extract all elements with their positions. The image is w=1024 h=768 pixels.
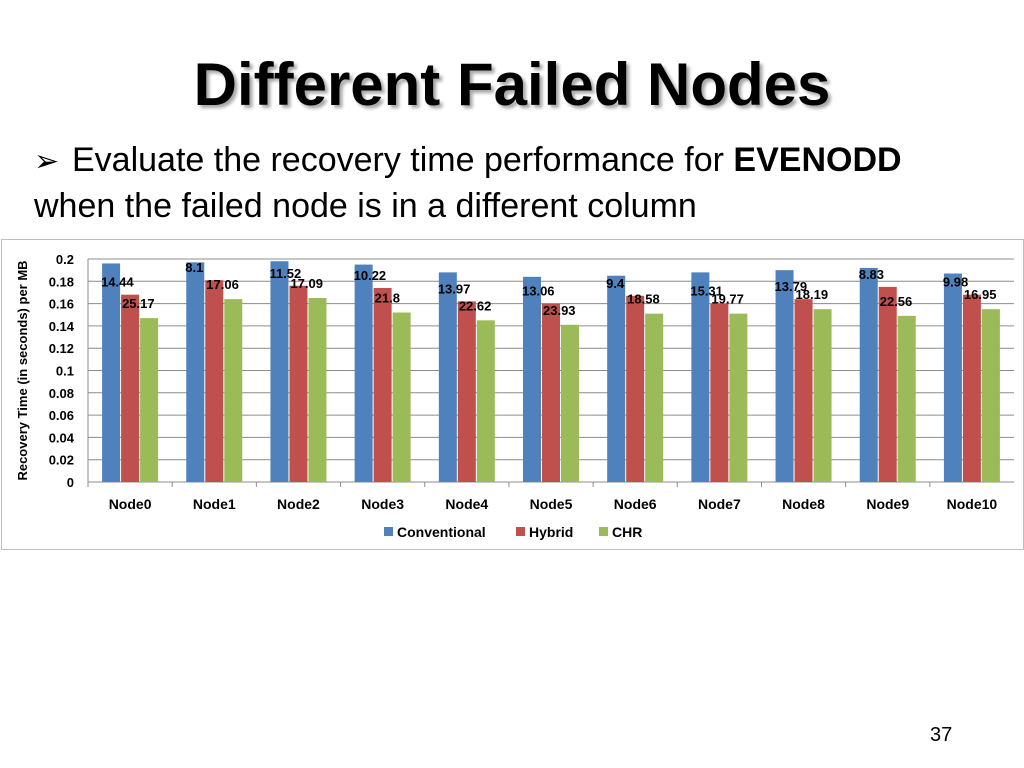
data-label-hybrid: 8.1 [185,260,203,275]
bar-hybrid [542,303,560,482]
bar-hybrid [289,285,308,482]
bar-conventional [943,273,962,482]
data-label-hybrid: 10.22 [354,268,387,283]
data-label-hybrid: 8.83 [859,267,884,282]
bar-chr [897,315,916,482]
y-tick-label: 0.1 [56,364,74,379]
bar-hybrid [626,295,645,482]
bar-hybrid [794,299,813,482]
bullet-text-1: Evaluate the recovery time performance f… [72,141,734,179]
data-label-chr: 22.62 [459,298,492,313]
y-tick-label: 0.18 [49,274,74,289]
bar-chr [981,309,1000,482]
data-label-chr: 18.19 [796,287,829,302]
bar-hybrid [878,286,897,482]
bar-chr [645,313,664,482]
data-label-hybrid: 13.06 [522,284,555,299]
y-tick-label: 0.16 [49,297,74,312]
bar-chart: 0 0.02 0.04 0.06 0.08 0.1 0.12 0.14 0.16 0.18 0.2 R… [15,252,1014,540]
x-tick-label: Node3 [361,496,404,512]
bar-conventional [775,270,794,482]
bar-chr [561,324,579,482]
chart-frame: 0 0.02 0.04 0.06 0.08 0.1 0.12 0.14 0.16 0.18 0.2 R… [1,239,1024,550]
bar-chr [813,309,832,482]
data-label-chr: 18.58 [627,292,660,307]
bullet-text-2: when the failed node is in a different c… [34,187,697,225]
y-tick-label: 0.2 [56,252,74,267]
bar-chr [476,320,495,482]
x-tick-label: Node1 [193,496,236,512]
y-tick-label: 0.12 [49,341,74,356]
x-tick-label: Node7 [698,496,741,512]
legend-label-hybrid: Hybrid [529,524,573,540]
bar-hybrid [121,294,140,482]
bar-conventional [438,272,457,482]
data-label-hybrid: 13.79 [775,279,808,294]
data-label-chr: 21.8 [375,291,400,306]
x-tick-label: Node2 [277,496,320,512]
bar-hybrid [373,287,392,482]
y-tick-label: 0.06 [49,408,74,423]
bar-hybrid [962,294,981,482]
page-number: 37 [930,724,953,746]
y-axis-label: Recovery Time (in seconds) per MB [15,260,30,480]
y-tick-label: 0.02 [49,453,74,468]
legend-swatch-chr [599,527,608,536]
x-tick-label: Node4 [445,496,488,512]
data-label-chr: 17.06 [206,277,239,292]
data-label-chr: 17.09 [290,276,323,291]
data-label-hybrid: 15.31 [690,284,723,299]
bar-conventional [102,263,121,482]
bar-conventional [186,262,205,482]
legend-label-conventional: Conventional [397,524,486,540]
data-label-hybrid: 13.97 [438,281,471,296]
data-label-hybrid: 14.44 [101,275,134,290]
slide-title: Different Failed Nodes [193,51,831,118]
data-label-hybrid: 11.52 [269,266,301,281]
data-label-hybrid: 9.4 [606,276,625,291]
bar-hybrid [710,303,729,482]
bar-conventional [607,275,626,482]
bar-chr [308,298,327,482]
arrow-bullet-icon: ➢ [34,145,60,178]
y-tick-label: 0.04 [49,430,75,445]
bar-conventional [354,264,373,482]
data-label-chr: 23.93 [543,303,576,318]
x-tick-label: Node0 [109,496,152,512]
legend-swatch-hybrid [516,527,525,536]
data-label-chr: 22.56 [880,294,913,309]
bar-conventional [523,276,541,482]
x-tick-label: Node6 [614,496,657,512]
x-tick-label: Node9 [866,496,909,512]
y-tick-label: 0 [67,475,74,490]
bar-conventional [270,261,289,482]
bullet-bold-text: EVENODD [733,141,902,179]
legend-label-chr: CHR [612,524,642,540]
bar-hybrid [457,301,476,482]
data-label-chr: 25.17 [122,296,155,311]
bar-hybrid [205,280,224,482]
x-tick-label: Node5 [530,496,573,512]
data-label-hybrid: 9.98 [943,275,968,290]
y-tick-label: 0.08 [49,386,74,401]
bar-chr [392,312,411,482]
y-tick-label: 0.14 [49,319,75,334]
bar-conventional [691,272,710,482]
legend-swatch-conventional [384,527,393,536]
bar-conventional [859,267,878,482]
x-tick-label: Node8 [782,496,825,512]
data-label-chr: 16.95 [964,287,997,302]
bar-chr [729,313,748,482]
bullet-point: ➢ Evaluate the recovery time performance … [34,138,994,228]
data-label-chr: 19.77 [711,292,744,307]
x-tick-label: Node10 [947,496,998,512]
bar-chr [224,299,243,482]
bar-chr [140,318,159,482]
